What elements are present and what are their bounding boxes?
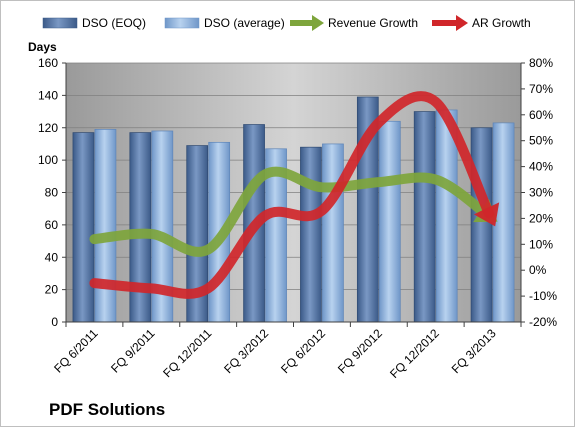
bar-dso-eoq-fq-6-2011	[72, 132, 95, 323]
y-right-tick-label: 60%	[529, 108, 553, 122]
series-line-revenue-growth	[89, 166, 491, 257]
bar-dso-average-fq-12-2012	[435, 109, 458, 323]
bar-dso-eoq-fq-3-2013	[470, 127, 493, 323]
legend-label-ar-growth: AR Growth	[472, 16, 531, 30]
legend-arrow-revenue-growth-icon	[290, 15, 324, 31]
y-right-tick-label: 30%	[529, 186, 553, 200]
x-tick-label: FQ 3/2013	[449, 326, 499, 376]
y-left-tick-label: 140	[38, 88, 58, 102]
y-right-tick-label: 40%	[529, 160, 553, 174]
bar-dso-eoq-fq-6-2012	[300, 146, 322, 323]
legend-label-dso-eoq: DSO (EOQ)	[82, 16, 146, 30]
y-left-tick-label: 160	[38, 56, 58, 70]
x-tick-label: FQ 12/2012	[387, 326, 442, 381]
legend-swatch-dso-average	[164, 17, 200, 29]
legend-arrow-ar-growth-icon	[432, 15, 468, 31]
bar-dso-average-fq-3-2013	[492, 122, 515, 323]
legend-swatch-dso-eoq	[42, 17, 78, 29]
legend-label-dso-average: DSO (average)	[204, 16, 285, 30]
x-tick-label: FQ 9/2011	[108, 326, 158, 376]
x-tick-label: FQ 9/2012	[335, 326, 385, 376]
y-right-tick-label: -10%	[529, 289, 557, 303]
x-tick-label: FQ 12/2011	[160, 326, 214, 380]
y-right-tick-label: 20%	[529, 211, 553, 225]
bar-dso-eoq-fq-9-2011	[129, 132, 152, 323]
y-left-tick-label: 60	[45, 218, 59, 232]
y-right-tick-label: 70%	[529, 82, 553, 96]
legend-label-revenue-growth: Revenue Growth	[328, 16, 418, 30]
company-name: PDF Solutions	[49, 400, 165, 419]
bar-dso-average-fq-6-2012	[322, 143, 344, 323]
legend: DSO (EOQ) DSO (average) Revenue Growth A…	[42, 15, 531, 31]
y-left-tick-label: 80	[45, 186, 59, 200]
series-line-ar-growth	[89, 91, 494, 299]
bar-dso-average-fq-6-2011	[94, 129, 117, 323]
series-arrowhead-ar-growth-icon	[473, 202, 500, 227]
y-right-tick-label: -20%	[529, 315, 557, 329]
y-left-tick-label: 0	[51, 315, 58, 329]
x-tick-label: FQ 6/2011	[51, 326, 101, 376]
y-right-tick-label: 80%	[529, 56, 553, 70]
bar-dso-average-fq-9-2012	[378, 120, 401, 323]
y-right-tick-label: 0%	[529, 263, 547, 277]
y-right-tick-label: 50%	[529, 134, 553, 148]
y-left-tick-label: 100	[38, 153, 58, 167]
plot-area: 0 20 40 60 80 100 120 140 160 -20% -10% 0% 10% 20% 30%…	[38, 56, 557, 381]
y-left-tick-label: 120	[38, 121, 58, 135]
x-tick-label: FQ 3/2012	[221, 326, 271, 376]
y-left-tick-label: 20	[45, 283, 59, 297]
y-left-tick-label: 40	[45, 250, 59, 264]
bar-dso-eoq-fq-12-2012	[413, 111, 436, 323]
y-right-tick-label: 10%	[529, 237, 553, 251]
x-tick-label: FQ 6/2012	[278, 326, 328, 376]
y-left-axis-title: Days	[28, 40, 57, 54]
